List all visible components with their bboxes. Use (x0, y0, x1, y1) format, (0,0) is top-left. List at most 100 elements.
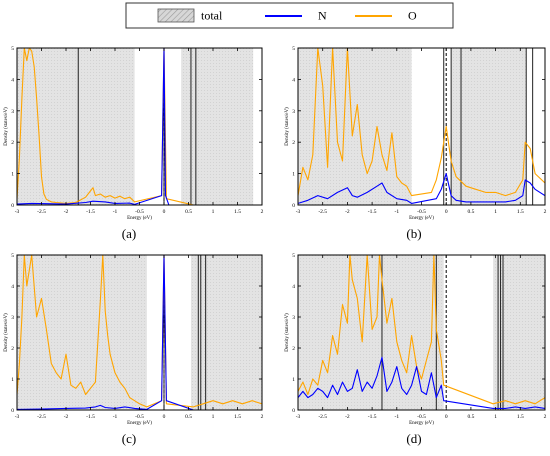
x-axis-label: Energy (eV) (127, 216, 152, 221)
total-band (181, 48, 254, 205)
x-tick-label: -1 (113, 414, 118, 420)
y-tick-label: 2 (11, 140, 14, 146)
y-tick-label: 2 (292, 140, 295, 146)
series-o-line (17, 255, 262, 408)
x-axis-label: Energy (eV) (409, 421, 434, 426)
y-tick-label: 2 (292, 346, 295, 352)
x-tick-label: 0 (445, 414, 448, 420)
x-tick-label: -2.5 (37, 414, 46, 420)
x-tick-label: 0 (163, 414, 166, 420)
legend-label-total: total (201, 9, 223, 23)
x-tick-label: 2 (544, 209, 547, 215)
x-tick-label: 1.5 (234, 209, 241, 215)
y-tick-label: 0 (11, 203, 14, 209)
total-band (190, 255, 262, 410)
y-tick-label: 3 (292, 315, 295, 321)
y-axis-label: Density (states/eV) (285, 313, 290, 352)
plot-area (298, 48, 545, 205)
x-tick-label: -2.5 (318, 209, 327, 215)
x-tick-label: -3 (296, 209, 301, 215)
panel-caption: (c) (122, 431, 136, 446)
y-tick-label: 3 (292, 109, 295, 115)
x-tick-label: 1.5 (517, 414, 524, 420)
x-tick-label: -0.5 (135, 414, 144, 420)
x-axis-label: Energy (eV) (127, 421, 152, 426)
x-tick-label: 0 (163, 209, 166, 215)
x-axis-label: Energy (eV) (409, 216, 434, 221)
y-tick-label: 5 (292, 46, 295, 52)
x-tick-label: 1 (212, 414, 215, 420)
x-tick-label: -2 (345, 209, 350, 215)
x-tick-label: 0.5 (185, 209, 192, 215)
panel-c: -3 -2.5 -2 -1.5 -1 -0.5 0 0.5 1 1.5 2 0 1 2 3 4 5 Energy … (4, 253, 264, 446)
total-band (298, 255, 444, 410)
plot-area (17, 255, 262, 410)
panel-caption: (b) (406, 226, 421, 241)
x-tick-label: -1 (395, 414, 400, 420)
y-tick-label: 1 (292, 377, 295, 383)
x-tick-label: -1.5 (86, 414, 95, 420)
y-tick-label: 5 (11, 253, 14, 259)
total-band (17, 255, 147, 410)
y-tick-label: 1 (11, 172, 14, 178)
y-tick-label: 3 (11, 315, 14, 321)
legend-label-n: N (318, 9, 327, 23)
x-tick-label: -0.5 (135, 209, 144, 215)
legend-swatch-total (157, 8, 195, 23)
y-axis-label: Density (states/eV) (4, 313, 9, 352)
y-tick-label: 5 (11, 46, 14, 52)
y-tick-label: 0 (292, 203, 295, 209)
y-tick-label: 3 (11, 109, 14, 115)
series-n-line (298, 356, 545, 409)
y-tick-label: 1 (11, 377, 14, 383)
x-tick-label: -1.5 (368, 209, 377, 215)
x-tick-label: 1 (212, 209, 215, 215)
series-n-line (298, 173, 545, 204)
panel-a: -3 -2.5 -2 -1.5 -1 -0.5 0 0.5 1 1.5 2 0 1 2 3 4 5 Energy … (4, 46, 264, 241)
y-tick-label: 4 (292, 284, 295, 290)
y-tick-label: 5 (292, 253, 295, 259)
y-tick-label: 0 (292, 408, 295, 414)
x-tick-label: -3 (296, 414, 301, 420)
total-band (493, 255, 545, 410)
x-tick-label: -1.5 (86, 209, 95, 215)
x-tick-label: -1.5 (368, 414, 377, 420)
x-tick-label: -3 (15, 209, 20, 215)
x-tick-label: 1.5 (517, 209, 524, 215)
y-axis-label: Density (states/eV) (285, 107, 290, 146)
x-tick-label: 0.5 (467, 209, 474, 215)
x-tick-label: 2 (261, 414, 264, 420)
panels: -3 -2.5 -2 -1.5 -1 -0.5 0 0.5 1 1.5 2 0 1 2 3 4 5 Energy … (4, 46, 547, 446)
panel-d: -3 -2.5 -2 -1.5 -1 -0.5 0 0.5 1 1.5 2 0 1 2 3 4 5 Energy … (285, 253, 547, 446)
y-tick-label: 1 (292, 172, 295, 178)
x-tick-label: 1.5 (234, 414, 241, 420)
x-tick-label: -3 (15, 414, 20, 420)
x-tick-label: -2 (64, 209, 69, 215)
y-tick-label: 4 (11, 77, 14, 83)
series-n-line (17, 255, 262, 410)
legend: total N O (125, 2, 454, 29)
total-band (17, 48, 135, 205)
total-band (298, 48, 412, 205)
x-tick-label: 2 (544, 414, 547, 420)
x-tick-label: -0.5 (417, 414, 426, 420)
x-tick-label: -2 (345, 414, 350, 420)
x-tick-label: -2.5 (318, 414, 327, 420)
plot-area (17, 48, 254, 205)
panel-caption: (a) (122, 226, 136, 241)
y-tick-label: 4 (11, 284, 14, 290)
x-tick-label: -0.5 (417, 209, 426, 215)
x-tick-label: 1 (494, 209, 497, 215)
y-tick-label: 2 (11, 346, 14, 352)
plot-area (298, 255, 545, 410)
x-tick-label: 0 (445, 209, 448, 215)
series-o-line (298, 48, 545, 197)
x-tick-label: 2 (261, 209, 264, 215)
panel-caption: (d) (406, 431, 421, 446)
x-tick-label: -1 (395, 209, 400, 215)
x-tick-label: -1 (113, 209, 118, 215)
x-tick-label: 0.5 (467, 414, 474, 420)
total-band (451, 48, 527, 205)
